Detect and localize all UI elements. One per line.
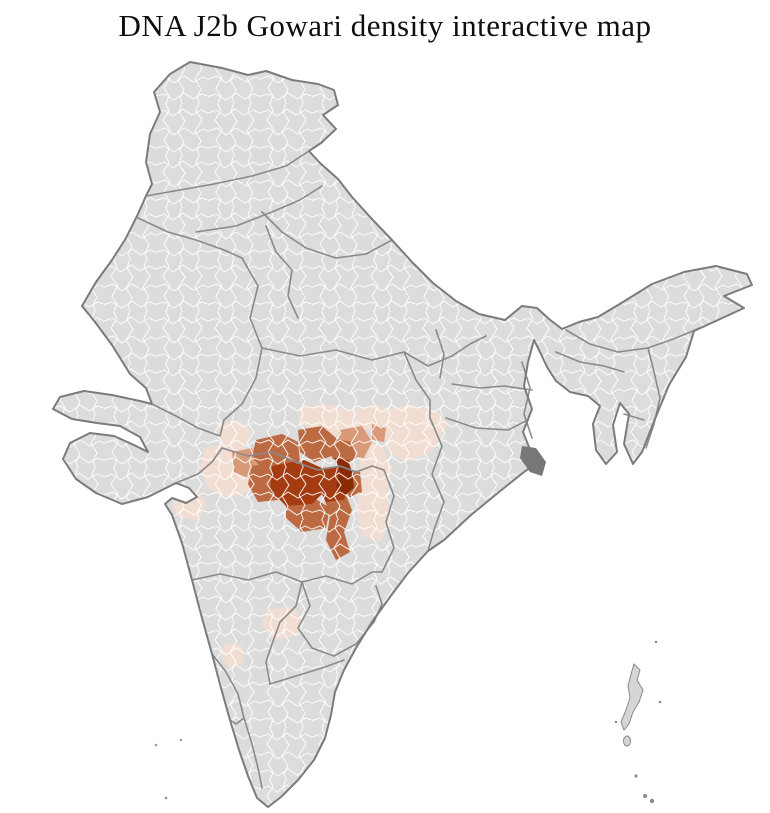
andaman-nicobar-islands[interactable] xyxy=(614,640,662,804)
page-title: DNA J2b Gowari density interactive map xyxy=(118,8,652,43)
india-outline xyxy=(52,61,753,808)
lakshadweep-islands[interactable] xyxy=(154,738,183,800)
state-borders xyxy=(137,150,701,789)
sundarbans-delta xyxy=(520,446,546,476)
